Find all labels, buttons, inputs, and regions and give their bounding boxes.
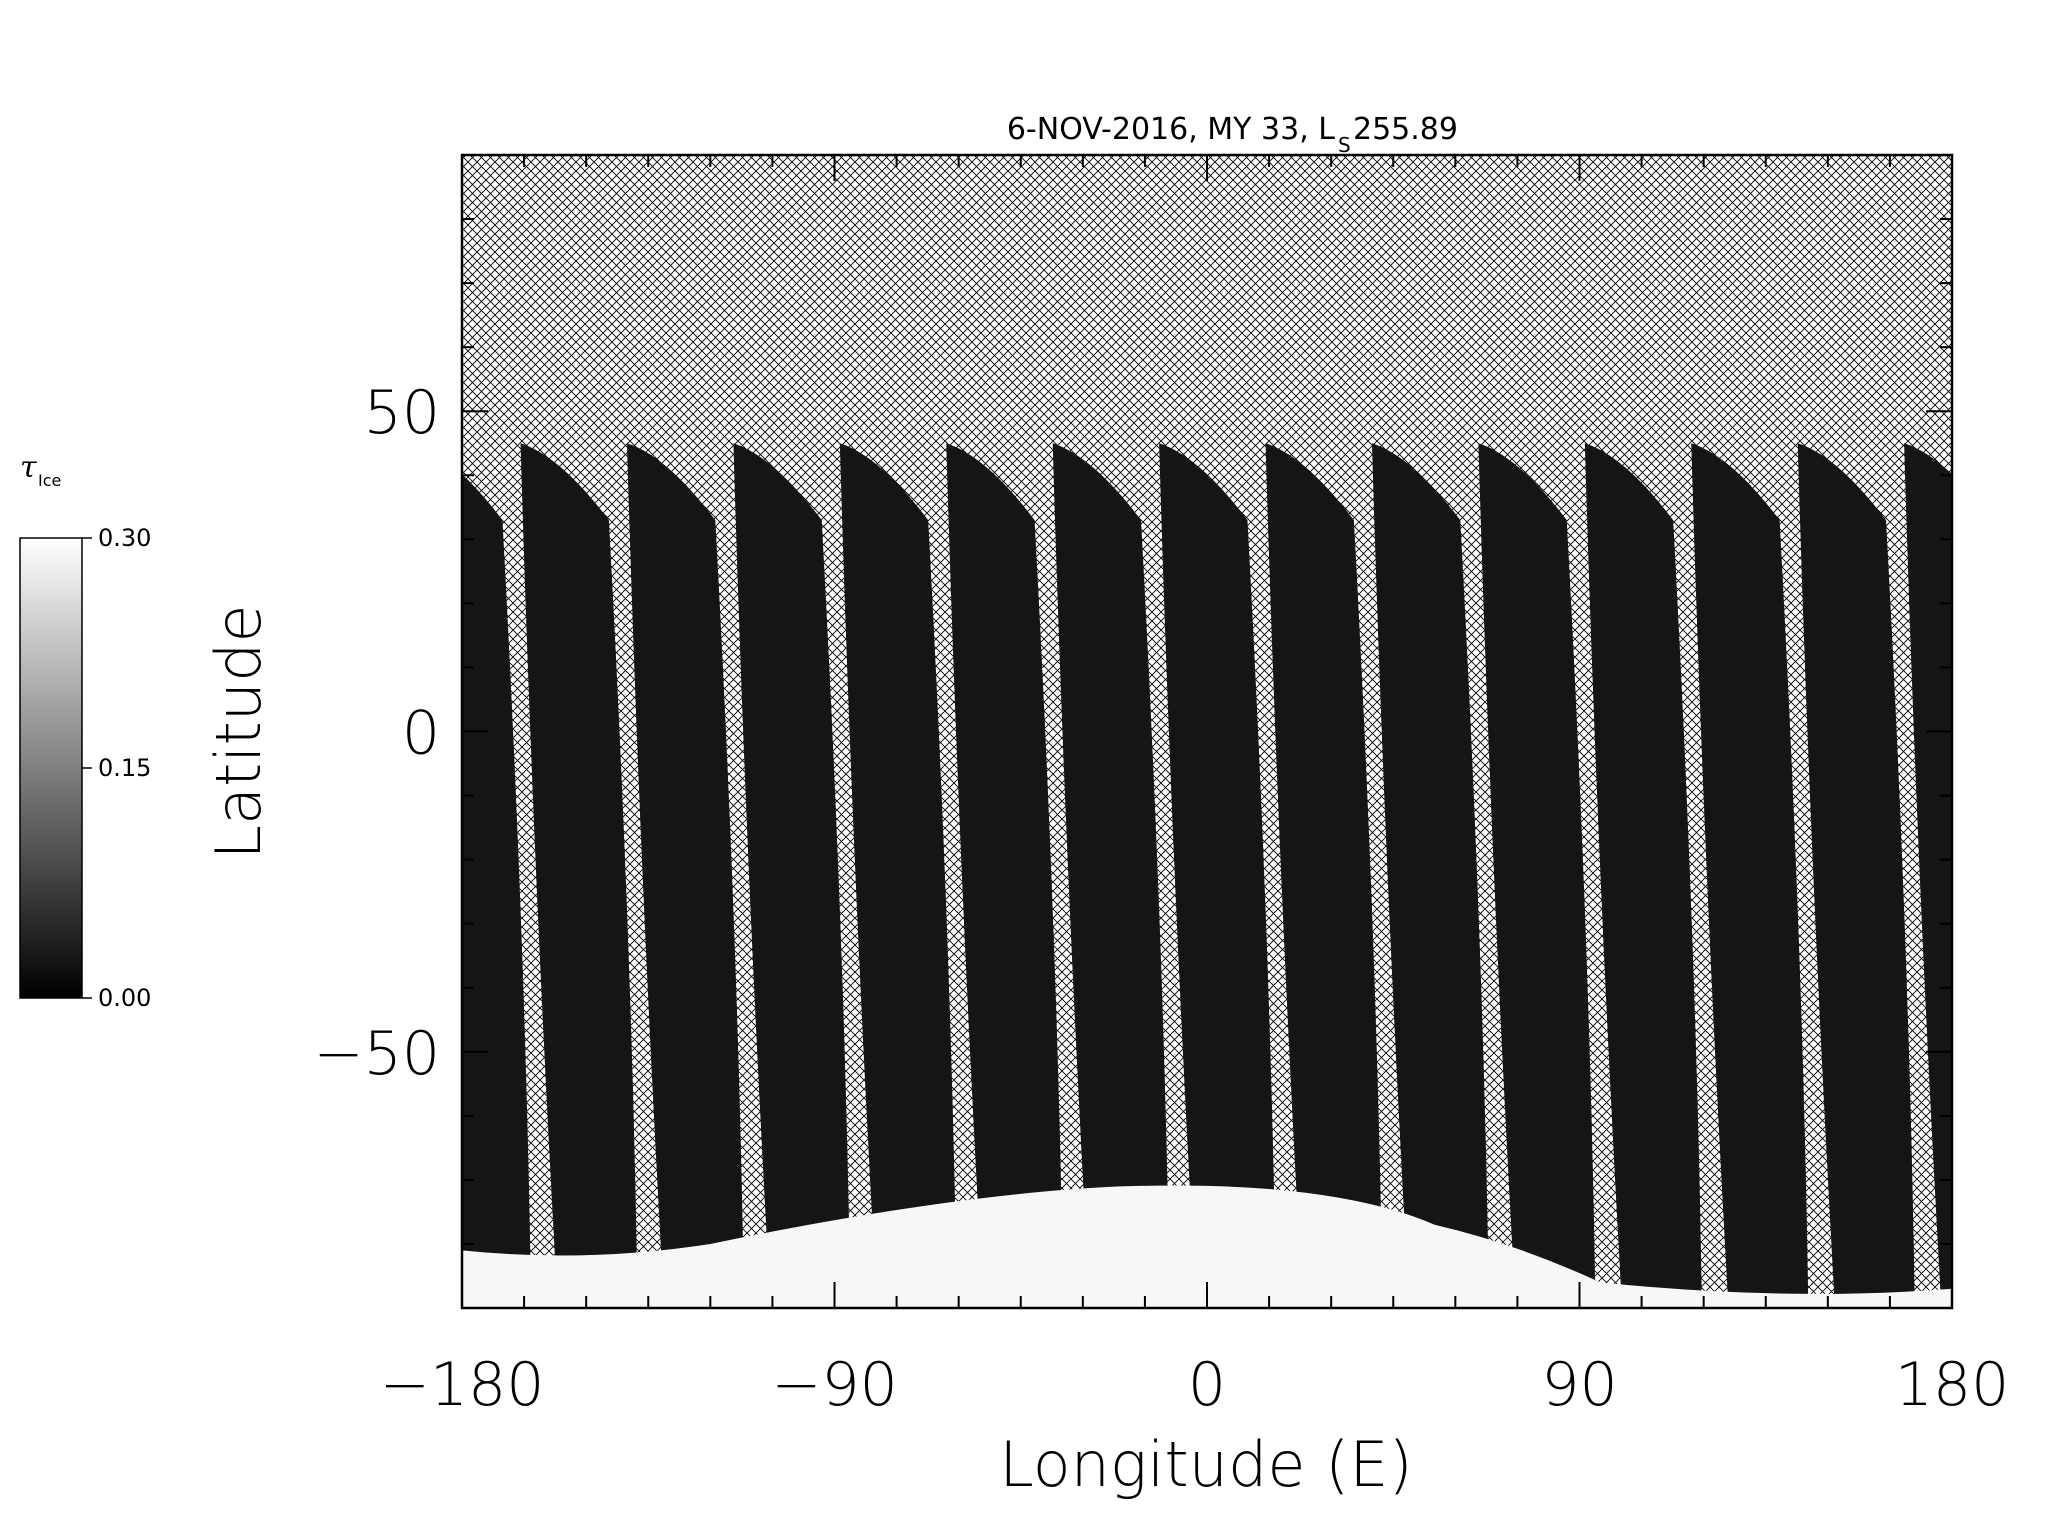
swath xyxy=(1478,443,1596,1308)
polar-cap xyxy=(462,1185,1952,1308)
colorbar-title-subscript: Ice xyxy=(38,471,61,490)
swath xyxy=(1052,443,1170,1308)
swath xyxy=(1159,443,1277,1308)
chart-title-value: 255.89 xyxy=(1353,112,1458,147)
swath-group xyxy=(462,443,2048,1308)
swath xyxy=(2011,443,2048,1308)
plot-area xyxy=(462,155,2048,1308)
swath xyxy=(1584,443,1702,1308)
x-tick-label: 180 xyxy=(1895,1350,2010,1420)
swath xyxy=(733,443,851,1308)
y-axis-label: Latitude xyxy=(202,604,275,859)
x-axis-label: Longitude (E) xyxy=(999,1428,1412,1501)
x-tick-label: 90 xyxy=(1541,1350,1617,1420)
axis-ticks xyxy=(461,154,1953,1309)
colorbar-gradient xyxy=(19,537,83,999)
colorbar-tick-label: 0.15 xyxy=(98,754,151,782)
colorbar-title: τ xyxy=(20,450,37,485)
swath xyxy=(839,443,957,1308)
x-tick-label: −90 xyxy=(771,1350,898,1420)
swath xyxy=(1265,443,1383,1308)
y-tick-label: 50 xyxy=(364,378,440,448)
colorbar-tick-label: 0.00 xyxy=(98,984,151,1012)
y-tick-label: 0 xyxy=(402,699,440,769)
colorbar-ticks: 0.30 0.15 0.00 xyxy=(82,524,151,1012)
swath xyxy=(462,474,532,1308)
swath xyxy=(946,443,1064,1308)
swath xyxy=(1797,443,1915,1308)
x-tick-label: −180 xyxy=(380,1350,545,1420)
chart-title-subscript: S xyxy=(1338,133,1351,157)
swath xyxy=(1371,443,1490,1308)
swath xyxy=(1904,443,1952,1308)
swath xyxy=(520,443,638,1308)
swath xyxy=(626,443,745,1308)
swath xyxy=(1691,443,1809,1308)
x-tick-label: 0 xyxy=(1188,1350,1226,1420)
chart-title: 6-NOV-2016, MY 33, L xyxy=(1007,112,1335,147)
colorbar-tick-label: 0.30 xyxy=(98,524,151,552)
axis-tick-labels: −180 −90 0 90 180 −50 0 50 xyxy=(313,378,2009,1420)
y-tick-label: −50 xyxy=(313,1019,440,1089)
colorbar: τ Ice 0.30 0.15 0.00 xyxy=(19,450,151,1012)
